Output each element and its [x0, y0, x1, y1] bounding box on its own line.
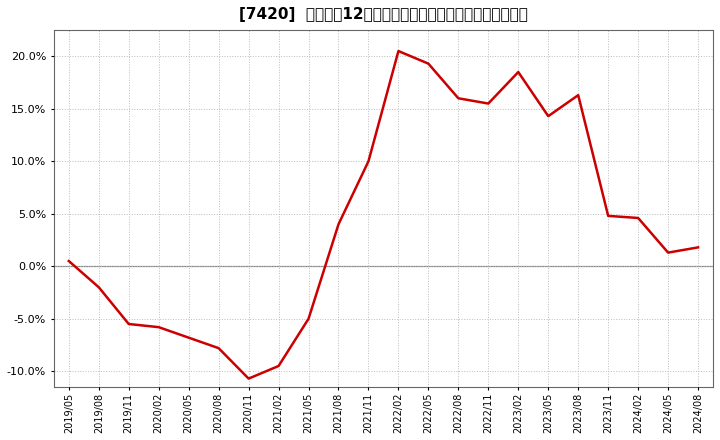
Title: [7420]  売上高の12か月移動合計の対前年同期増減率の推移: [7420] 売上高の12か月移動合計の対前年同期増減率の推移 [239, 7, 528, 22]
